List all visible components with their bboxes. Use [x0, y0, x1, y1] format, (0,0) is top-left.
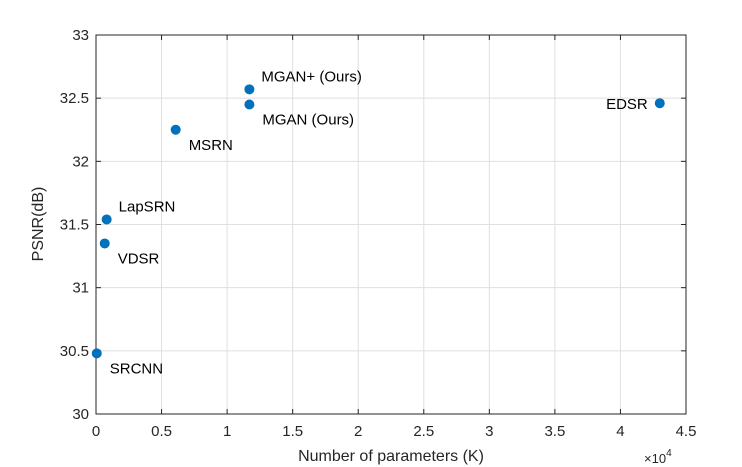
data-point-msrn: [170, 124, 181, 135]
x-tick-label: 4: [616, 423, 624, 440]
y-tick-label: 31.5: [60, 217, 89, 234]
data-point-mgan-ours: [244, 99, 255, 110]
x-tick-label: 3: [485, 423, 493, 440]
data-point-mgan-ours: [244, 84, 255, 95]
data-labels: SRCNN VDSR LapSRN MSRN MGAN+ (Ours) MGAN (Our…: [110, 68, 648, 377]
plot-box: [95, 34, 687, 415]
y-tick-label: 32.5: [60, 90, 89, 107]
x-tick-label: 2: [354, 423, 362, 440]
x-axis-ticks: 0 0.5 1 1.5 2 2.5 3 3.5 4 4.5: [92, 35, 697, 440]
x-tick-label: 1.5: [282, 423, 303, 440]
data-label-msrn: MSRN: [189, 137, 233, 154]
x-axis-multiplier: ×104: [644, 448, 672, 466]
y-tick-label: 30: [72, 406, 89, 423]
y-axis-ticks: 30 30.5 31 31.5 32 32.5 33: [60, 27, 686, 423]
x-tick-label: 0: [92, 423, 100, 440]
x-axis-multiplier-exponent: 4: [666, 448, 672, 459]
x-axis-multiplier-base: ×10: [644, 451, 666, 466]
y-tick-label: 33: [72, 27, 89, 44]
data-point-srcnn: [91, 348, 102, 359]
data-point-lapsrn: [101, 214, 112, 225]
x-tick-label: 2.5: [413, 423, 434, 440]
data-point-edsr: [654, 98, 665, 109]
x-tick-label: 0.5: [151, 423, 172, 440]
data-label-mgan-ours: MGAN (Ours): [262, 111, 354, 128]
y-axis-label: PSNR(dB): [30, 187, 47, 262]
data-points: [91, 84, 665, 359]
data-label-mgan-ours: MGAN+ (Ours): [261, 68, 361, 85]
x-axis-label: Number of parameters (K): [298, 448, 484, 465]
data-label-vdsr: VDSR: [118, 250, 160, 267]
data-label-lapsrn: LapSRN: [119, 198, 176, 215]
data-point-vdsr: [99, 238, 110, 249]
x-tick-label: 1: [223, 423, 231, 440]
x-tick-label: 4.5: [676, 423, 697, 440]
data-label-srcnn: SRCNN: [110, 360, 163, 377]
y-tick-label: 31: [72, 280, 89, 297]
data-label-edsr: EDSR: [606, 96, 648, 113]
y-tick-label: 30.5: [60, 343, 89, 360]
x-tick-label: 3.5: [544, 423, 565, 440]
grid-lines: [96, 35, 686, 414]
y-tick-label: 32: [72, 153, 89, 170]
